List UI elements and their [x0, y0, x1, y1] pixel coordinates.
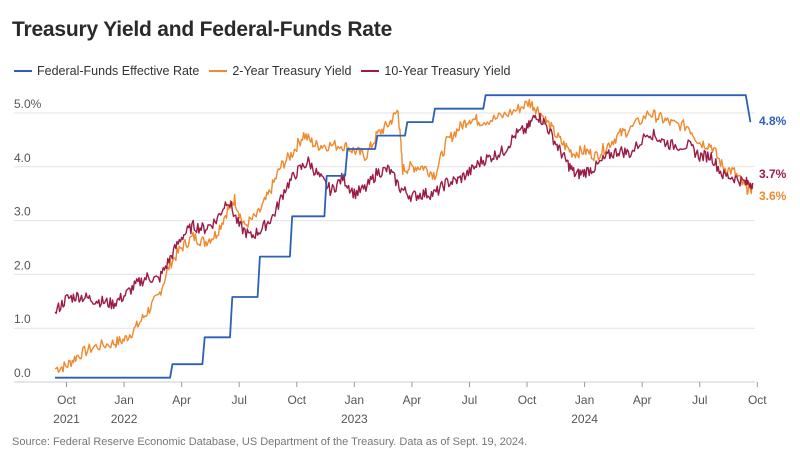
end-label-0: 4.8% [759, 114, 787, 128]
y-axis: 0.0 1.0 2.0 3.0 4.0 5.0% [14, 97, 42, 380]
x-axis: Oct 2021 Jan 2022 Apr Jul Oct Jan 2023 Apr Jul Oct J… [53, 382, 767, 426]
x-tick-year-0: 2021 [53, 412, 80, 426]
series-line-2 [54, 112, 754, 314]
x-tick-label-8: Oct [518, 393, 537, 407]
y-tick-label-0: 0.0 [14, 366, 31, 380]
x-tick-year-1: 2022 [111, 412, 138, 426]
x-tick-label-6: Apr [403, 393, 422, 407]
y-tick-label-2: 2.0 [14, 258, 31, 272]
legend: Federal-Funds Effective Rate 2-Year Trea… [14, 64, 520, 78]
legend-label-10yr: 10-Year Treasury Yield [384, 64, 511, 78]
y-tick-label-4: 4.0 [14, 151, 31, 165]
x-tick-label-12: Oct [748, 393, 767, 407]
series-lines [54, 94, 754, 379]
x-tick-label-7: Jul [462, 393, 477, 407]
x-tick-label-2: Apr [172, 393, 191, 407]
x-tick-label-10: Apr [633, 393, 652, 407]
end-label-2: 3.7% [759, 167, 787, 181]
x-tick-label-1: Jan [114, 393, 133, 407]
x-tick-label-11: Jul [692, 393, 707, 407]
legend-item-10yr: 10-Year Treasury Yield [361, 64, 510, 78]
legend-swatch-fed-funds [14, 70, 32, 72]
end-labels: 4.8% 3.7% 3.6% [759, 114, 787, 203]
legend-swatch-10yr [361, 70, 380, 72]
legend-item-fed-funds: Federal-Funds Effective Rate [14, 64, 199, 78]
y-tick-label-1: 1.0 [14, 312, 31, 326]
end-label-1: 3.6% [759, 189, 787, 203]
chart-title: Treasury Yield and Federal-Funds Rate [12, 18, 393, 41]
series-line-1 [54, 98, 754, 373]
x-tick-label-0: Oct [57, 393, 76, 407]
x-tick-label-4: Oct [287, 393, 306, 407]
gridlines [14, 112, 755, 383]
y-tick-label-5: 5.0% [14, 97, 42, 111]
legend-label-2yr: 2-Year Treasury Yield [232, 64, 352, 78]
legend-label-fed-funds: Federal-Funds Effective Rate [37, 64, 200, 78]
x-tick-year-5: 2023 [341, 412, 368, 426]
x-tick-label-3: Jul [232, 393, 247, 407]
x-tick-year-9: 2024 [571, 412, 598, 426]
series-line-0 [55, 94, 752, 379]
y-tick-label-3: 3.0 [14, 205, 31, 219]
x-tick-label-9: Jan [575, 393, 594, 407]
x-tick-label-5: Jan [345, 393, 364, 407]
source-note: Source: Federal Reserve Economic Databas… [12, 436, 528, 448]
legend-swatch-2yr [209, 70, 228, 72]
legend-item-2yr: 2-Year Treasury Yield [209, 64, 351, 78]
